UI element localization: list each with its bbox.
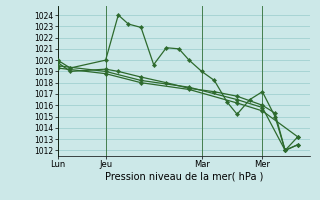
X-axis label: Pression niveau de la mer( hPa ): Pression niveau de la mer( hPa ) bbox=[105, 172, 263, 182]
